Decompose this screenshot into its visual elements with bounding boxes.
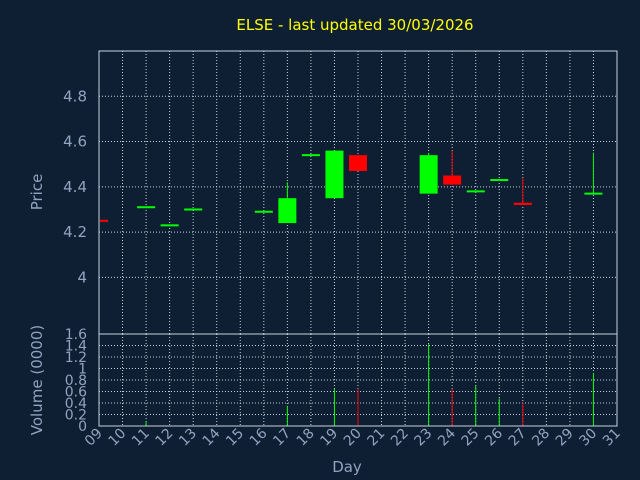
candle bbox=[160, 224, 179, 227]
price-tick-label: 4.8 bbox=[63, 87, 87, 105]
candle-body bbox=[349, 155, 367, 171]
candle-body bbox=[325, 150, 344, 199]
candle bbox=[466, 190, 485, 193]
candle-body bbox=[584, 192, 603, 195]
candle-body bbox=[137, 206, 156, 209]
volume-frame bbox=[98, 333, 618, 427]
x-tick-label: 14 bbox=[200, 425, 224, 449]
x-tick-label: 10 bbox=[105, 426, 129, 450]
x-tick-label: 13 bbox=[176, 426, 200, 450]
x-tick-label: 23 bbox=[412, 426, 436, 450]
candle bbox=[254, 210, 273, 213]
volume-tick-label: 0.2 bbox=[65, 408, 87, 424]
x-tick-label: 29 bbox=[553, 426, 577, 450]
x-tick-label: 25 bbox=[459, 426, 483, 450]
x-axis-label: Day bbox=[332, 458, 362, 476]
candle bbox=[325, 150, 344, 199]
price-tick-label: 4 bbox=[77, 268, 87, 286]
candle-body bbox=[301, 154, 320, 157]
volume-grid bbox=[99, 334, 617, 426]
volume-tick-label: 1.6 bbox=[65, 327, 87, 343]
candle bbox=[419, 152, 438, 194]
candle bbox=[443, 150, 462, 185]
price-y-ticks: 4 4.2 4.4 4.6 4.8 bbox=[63, 87, 87, 286]
price-axis-label: Price bbox=[28, 174, 46, 211]
candle-body bbox=[184, 208, 203, 211]
candle-body bbox=[419, 155, 438, 194]
candle-body bbox=[100, 219, 108, 222]
candle-body bbox=[513, 202, 532, 205]
candle-body bbox=[160, 224, 179, 227]
price-tick-label: 4.2 bbox=[63, 223, 87, 241]
candle bbox=[513, 177, 532, 205]
volume-tick-label: 1.2 bbox=[65, 350, 87, 366]
x-tick-label: 21 bbox=[364, 426, 388, 450]
candle bbox=[137, 206, 156, 209]
x-tick-label: 31 bbox=[600, 426, 624, 450]
volume-tick-label: 0.8 bbox=[65, 373, 87, 389]
candle-body bbox=[443, 175, 462, 185]
volume-axis-label: Volume (0000) bbox=[28, 325, 46, 435]
volume-tick-label: 0.6 bbox=[65, 385, 87, 401]
x-tick-label: 11 bbox=[129, 426, 153, 450]
candles bbox=[100, 150, 603, 227]
x-tick-label: 20 bbox=[341, 426, 365, 450]
candle-body bbox=[490, 179, 509, 182]
candle-body bbox=[278, 198, 297, 224]
candle bbox=[584, 152, 603, 195]
x-tick-label: 18 bbox=[294, 426, 318, 450]
price-tick-label: 4.6 bbox=[63, 133, 87, 151]
volume-y-ticks: 00.20.40.60.811.21.41.6 bbox=[65, 327, 87, 435]
chart-title: ELSE - last updated 30/03/2026 bbox=[236, 16, 473, 34]
candle-body bbox=[254, 210, 273, 213]
volume-tick-label: 0.4 bbox=[65, 396, 87, 412]
volume-panel: 00.20.40.60.811.21.41.6 Volume (0000) 09… bbox=[28, 325, 624, 476]
volume-tick-label: 1.4 bbox=[65, 339, 87, 355]
x-tick-label: 27 bbox=[506, 426, 530, 450]
candle bbox=[100, 219, 108, 222]
candle-body bbox=[466, 190, 485, 193]
volume-tick-label: 0 bbox=[78, 419, 87, 435]
x-tick-label: 24 bbox=[435, 425, 459, 449]
x-tick-label: 19 bbox=[317, 426, 341, 450]
candle bbox=[278, 182, 297, 224]
volume-tick-label: 1 bbox=[78, 362, 87, 378]
x-tick-label: 30 bbox=[576, 426, 600, 450]
candle bbox=[490, 179, 509, 182]
volume-bars bbox=[145, 344, 594, 426]
candle bbox=[349, 155, 367, 171]
candle bbox=[301, 154, 320, 157]
x-tick-label: 22 bbox=[388, 426, 412, 450]
x-tick-label: 12 bbox=[153, 426, 177, 450]
price-tick-label: 4.4 bbox=[63, 178, 87, 196]
x-tick-label: 28 bbox=[529, 426, 553, 450]
x-tick-label: 26 bbox=[482, 425, 506, 449]
price-grid bbox=[99, 51, 617, 334]
x-tick-label: 16 bbox=[247, 425, 271, 449]
x-ticks: 09 10 11 12 13 14 15 16 17 18 19 20 21 22 23 24 25 26 27 28… bbox=[82, 425, 624, 449]
x-tick-label: 15 bbox=[223, 426, 247, 450]
price-panel: 4 4.2 4.4 4.6 4.8 Price bbox=[28, 50, 618, 335]
x-tick-label: 17 bbox=[270, 426, 294, 450]
candle bbox=[184, 208, 203, 211]
